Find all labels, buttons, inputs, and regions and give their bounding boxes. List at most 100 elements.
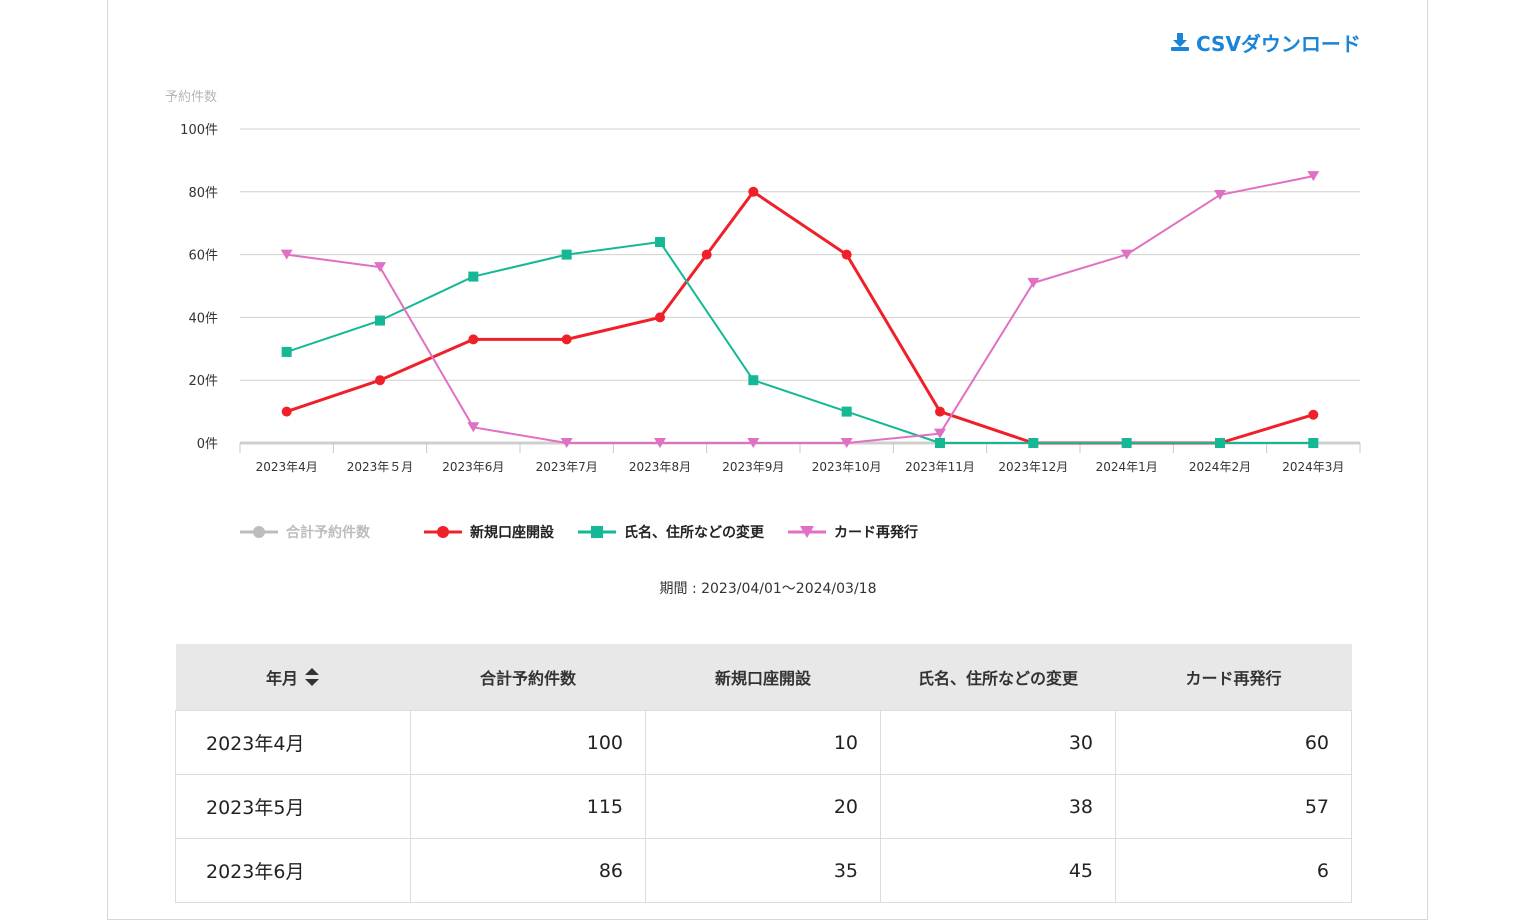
monthly-data-table: 年月 合計予約件数 新規口座開設 氏名、住所などの変更 カード再発行 2023年… [175, 644, 1352, 903]
chart-legend: 合計予約件数 新規口座開設 氏名、住所などの変更 カード再発行 [240, 520, 942, 544]
x-tick-label: 2024年2月 [1189, 460, 1251, 474]
column-header-year-month[interactable]: 年月 [175, 644, 411, 711]
legend-item-card-reissue[interactable]: カード再発行 [788, 522, 918, 542]
data-point [468, 271, 479, 282]
table-row: 2023年4月 100 10 30 60 [175, 710, 1352, 775]
cell-address-change: 30 [880, 710, 1116, 775]
period-text: 期間 : 2023/04/01〜2024/03/18 [659, 581, 877, 597]
y-tick-label: 40件 [188, 311, 218, 326]
data-point [1308, 409, 1319, 420]
table-header-row: 年月 合計予約件数 新規口座開設 氏名、住所などの変更 カード再発行 [175, 644, 1352, 711]
table-row: 2023年6月 86 35 45 6 [175, 838, 1352, 903]
data-point [1028, 438, 1039, 448]
x-tick-label: 2023年7月 [536, 460, 598, 474]
data-point [374, 262, 386, 273]
data-point [748, 375, 759, 386]
x-tick-label: 2024年1月 [1096, 460, 1158, 474]
chart-grid: 予約件数 0件 20件 40件 60件 80件 100件 2023年4月 2023年５月 2023… [165, 90, 1361, 474]
cell-card-reissue: 57 [1115, 774, 1352, 839]
y-tick-label: 0件 [197, 437, 218, 452]
cell-new-account: 35 [645, 838, 881, 903]
column-header-card-reissue: カード再発行 [1115, 644, 1352, 711]
x-tick-label: 2024年3月 [1282, 460, 1344, 474]
data-point [654, 438, 666, 448]
line-chart: 予約件数 0件 20件 40件 60件 80件 100件 2023年4月 2023年５月 2023… [165, 90, 1361, 474]
data-point [1308, 438, 1319, 448]
legend-circle-marker-icon [424, 526, 462, 538]
data-point [375, 315, 385, 326]
x-tick-label: 2023年4月 [256, 460, 318, 474]
data-point [561, 249, 572, 260]
cell-total: 100 [410, 710, 646, 775]
cell-card-reissue: 60 [1115, 710, 1352, 775]
x-tick-label: 2023年9月 [722, 460, 784, 474]
data-point [375, 375, 385, 386]
data-point [281, 406, 292, 417]
cell-year-month: 2023年6月 [175, 838, 411, 903]
data-point [1027, 277, 1040, 288]
y-axis-title: 予約件数 [165, 90, 217, 105]
legend-item-total[interactable]: 合計予約件数 [240, 522, 370, 542]
series-line-2 [286, 241, 1314, 444]
data-point [701, 249, 712, 260]
legend-triangle-marker-icon [788, 526, 826, 538]
legend-circle-marker-icon [240, 526, 278, 538]
data-point [1121, 438, 1132, 448]
x-tick-label: 2023年12月 [998, 460, 1068, 474]
y-tick-label: 100件 [180, 123, 218, 138]
series-line-3 [286, 175, 1314, 444]
cell-total: 86 [410, 838, 646, 903]
data-point [935, 438, 945, 448]
data-point [280, 249, 293, 260]
data-point [935, 406, 945, 417]
data-point [1215, 438, 1225, 448]
data-point [1120, 249, 1133, 260]
x-tick-label: 2023年6月 [442, 460, 504, 474]
x-tick-label: 2023年11月 [905, 460, 975, 474]
data-point [1214, 189, 1226, 200]
cell-new-account: 10 [645, 710, 881, 775]
y-tick-label: 20件 [188, 374, 218, 389]
legend-label: 氏名、住所などの変更 [624, 525, 764, 541]
x-tick-label: 2023年10月 [812, 460, 882, 474]
cell-card-reissue: 6 [1115, 838, 1352, 903]
y-tick-label: 80件 [188, 186, 218, 201]
legend-item-address-change[interactable]: 氏名、住所などの変更 [578, 522, 764, 542]
x-tick-label: 2023年8月 [629, 460, 691, 474]
legend-square-marker-icon [578, 526, 616, 538]
data-point [934, 428, 946, 439]
data-point [560, 438, 573, 448]
legend-item-new-account[interactable]: 新規口座開設 [424, 522, 554, 542]
legend-label: カード再発行 [834, 525, 918, 541]
data-point [281, 346, 292, 357]
column-header-total: 合計予約件数 [410, 644, 646, 711]
csv-download-label: CSVダウンロード [1196, 31, 1361, 56]
column-header-new-account: 新規口座開設 [645, 644, 881, 711]
data-point [655, 237, 665, 248]
data-point [840, 438, 853, 448]
cell-total: 115 [410, 774, 646, 839]
data-point [841, 406, 852, 417]
data-point [748, 186, 759, 197]
sort-icon [305, 668, 319, 686]
download-icon [1171, 33, 1189, 51]
csv-download-link[interactable]: CSVダウンロード [1170, 28, 1361, 56]
data-point [841, 249, 852, 260]
chart-series [280, 171, 1320, 448]
cell-year-month: 2023年4月 [175, 710, 411, 775]
data-point [747, 438, 760, 448]
data-point [467, 422, 480, 433]
data-point [468, 334, 479, 345]
column-header-address-change: 氏名、住所などの変更 [880, 644, 1116, 711]
cell-address-change: 38 [880, 774, 1116, 839]
legend-label: 新規口座開設 [470, 525, 554, 541]
data-point [561, 334, 572, 345]
table-row: 2023年5月 115 20 38 57 [175, 774, 1352, 839]
legend-label: 合計予約件数 [286, 525, 370, 541]
cell-address-change: 45 [880, 838, 1116, 903]
y-tick-label: 60件 [188, 249, 218, 264]
cell-year-month: 2023年5月 [175, 774, 411, 839]
x-tick-label: 2023年５月 [347, 460, 414, 474]
cell-new-account: 20 [645, 774, 881, 839]
data-point [655, 312, 665, 323]
